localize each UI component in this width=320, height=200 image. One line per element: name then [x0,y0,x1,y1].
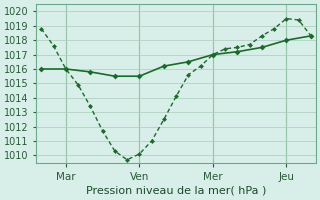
X-axis label: Pression niveau de la mer( hPa ): Pression niveau de la mer( hPa ) [86,186,266,196]
